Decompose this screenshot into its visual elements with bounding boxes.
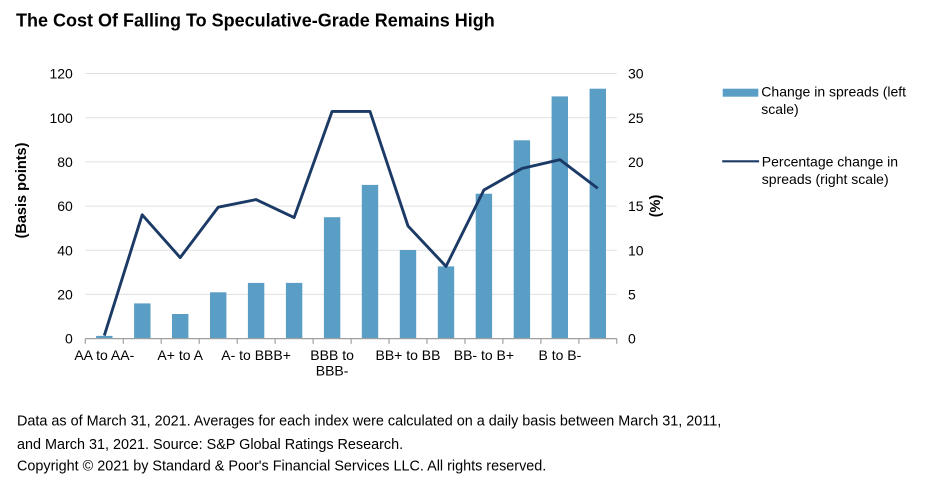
svg-text:BBB to: BBB to bbox=[310, 347, 354, 363]
svg-text:Data as of March 31, 2021. Ave: Data as of March 31, 2021. Averages for … bbox=[17, 414, 721, 430]
svg-text:0: 0 bbox=[628, 331, 636, 347]
svg-text:BBB-: BBB- bbox=[316, 363, 349, 379]
svg-text:B to B-: B to B- bbox=[539, 347, 582, 363]
svg-text:20: 20 bbox=[628, 154, 644, 170]
svg-text:120: 120 bbox=[49, 66, 73, 82]
svg-text:spreads (right scale): spreads (right scale) bbox=[762, 171, 889, 187]
svg-text:AA to AA-: AA to AA- bbox=[74, 347, 134, 363]
svg-text:Copyright © 2021 by Standard &: Copyright © 2021 by Standard & Poor's Fi… bbox=[17, 459, 546, 475]
svg-text:30: 30 bbox=[628, 66, 644, 82]
svg-text:BB+ to BB: BB+ to BB bbox=[376, 347, 441, 363]
svg-text:and March 31, 2021. Source: S&: and March 31, 2021. Source: S&P Global R… bbox=[17, 437, 403, 453]
svg-text:Percentage change in: Percentage change in bbox=[762, 154, 898, 170]
svg-text:Change in spreads (left: Change in spreads (left bbox=[761, 84, 906, 100]
svg-text:5: 5 bbox=[628, 287, 636, 303]
svg-text:15: 15 bbox=[628, 198, 644, 214]
svg-text:0: 0 bbox=[65, 331, 73, 347]
svg-text:60: 60 bbox=[57, 198, 73, 214]
svg-text:A- to BBB+: A- to BBB+ bbox=[221, 347, 291, 363]
svg-text:The Cost Of Falling To Specula: The Cost Of Falling To Speculative-Grade… bbox=[16, 11, 495, 31]
svg-text:100: 100 bbox=[49, 110, 73, 126]
svg-text:25: 25 bbox=[628, 110, 644, 126]
svg-text:(%): (%) bbox=[648, 195, 664, 218]
svg-text:(Basis points): (Basis points) bbox=[14, 142, 30, 238]
svg-text:A+ to A: A+ to A bbox=[157, 347, 203, 363]
svg-text:40: 40 bbox=[57, 242, 73, 258]
svg-text:10: 10 bbox=[628, 242, 644, 258]
svg-text:BB- to B+: BB- to B+ bbox=[454, 347, 514, 363]
svg-text:80: 80 bbox=[57, 154, 73, 170]
svg-text:20: 20 bbox=[57, 287, 73, 303]
svg-text:scale): scale) bbox=[761, 101, 798, 117]
